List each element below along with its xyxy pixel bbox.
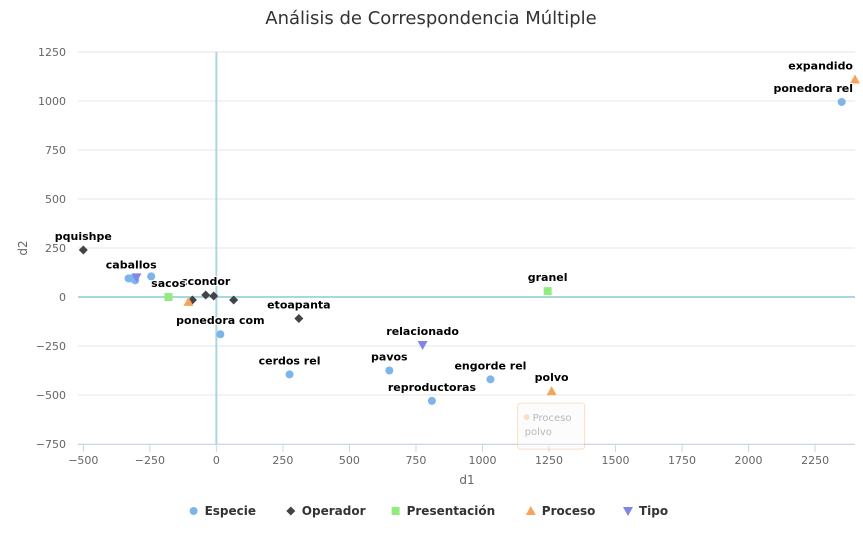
point-especie-reproductoras[interactable] (427, 396, 436, 405)
point-tipo-relacionado[interactable] (417, 341, 428, 351)
x-tick-label: 1250 (535, 454, 563, 467)
x-tick-label: 750 (405, 454, 426, 467)
y-tick-label: 1250 (38, 46, 66, 59)
legend-item-especie[interactable]: Especie (189, 504, 256, 518)
point-label-ccondor: ccondor (181, 275, 231, 288)
tooltip-series-dot (523, 414, 530, 421)
legend-marker-proceso (525, 506, 536, 515)
y-axis-title: d2 (16, 240, 30, 255)
point-proceso-expandido[interactable] (850, 74, 860, 84)
tooltip-series-name: Proceso (533, 413, 572, 424)
y-tick-label: 750 (45, 144, 66, 157)
y-tick-label: 1000 (38, 95, 66, 108)
legend-marker-tipo (623, 507, 633, 516)
x-tick-label: 2000 (735, 454, 763, 467)
point-label-sacos: sacos (151, 277, 186, 290)
point-operador-etoapanta[interactable] (294, 314, 304, 324)
x-axis-title: d1 (459, 473, 474, 487)
point-label-ponedora-rel: ponedora rel (774, 82, 854, 95)
x-tick-label: 2250 (801, 454, 829, 467)
point-especie-4[interactable] (124, 274, 133, 283)
point-especie-ponedora-rel[interactable] (837, 97, 846, 106)
legend-item-proceso[interactable]: Proceso (525, 504, 596, 518)
x-tick-label: 500 (339, 454, 360, 467)
point-label-pavos: pavos (371, 351, 408, 364)
point-especie-cerdos-rel[interactable] (285, 370, 294, 379)
legend-label-especie: Especie (205, 504, 256, 518)
tooltip-point-name: polvo (525, 427, 552, 438)
point-label-relacionado: relacionado (386, 325, 459, 338)
point-label-caballos: caballos (106, 258, 157, 271)
point-especie-pavos[interactable] (385, 366, 394, 375)
point-label-etoapanta: etoapanta (267, 299, 331, 312)
legend-item-operador[interactable]: Operador (286, 504, 366, 518)
point-labels: ponedora rel caballos ponedora com cerdos r… (54, 58, 855, 394)
point-operador-2[interactable] (209, 291, 219, 301)
legend: Especie Operador Presentación Proceso Tipo (189, 504, 668, 518)
point-label-ponedora-com: ponedora com (176, 314, 264, 327)
y-tick-label: 0 (59, 291, 66, 304)
point-proceso-polvo[interactable] (546, 386, 557, 396)
y-tick-label: 500 (45, 193, 66, 206)
x-tick-label: 1500 (602, 454, 630, 467)
y-tick-label: −500 (36, 389, 66, 402)
point-especie-ponedora-com[interactable] (216, 330, 225, 339)
legend-label-tipo: Tipo (639, 504, 668, 518)
x-tick-label: 1000 (468, 454, 496, 467)
x-tick-label: 250 (272, 454, 293, 467)
x-tick-label: 1750 (668, 454, 696, 467)
point-label-cerdos-rel: cerdos rel (259, 354, 321, 367)
point-especie-3[interactable] (147, 272, 156, 281)
point-label-reproductoras: reproductoras (388, 381, 477, 394)
x-tick-label: 0 (213, 454, 220, 467)
legend-marker-presentacion (391, 507, 400, 515)
point-label-polvo: polvo (535, 371, 569, 384)
legend-label-operador: Operador (302, 504, 366, 518)
legend-item-tipo[interactable]: Tipo (623, 504, 668, 518)
chart-title: Análisis de Correspondencia Múltiple (265, 8, 596, 29)
point-label-engorde-rel: engorde rel (454, 359, 526, 372)
legend-label-presentacion: Presentación (407, 504, 496, 518)
point-label-expandido: expandido (788, 59, 853, 72)
plot-points (78, 74, 860, 405)
legend-label-proceso: Proceso (542, 504, 596, 518)
legend-marker-operador (286, 506, 296, 516)
legend-item-presentacion[interactable]: Presentación (391, 504, 496, 518)
point-label-granel: granel (528, 271, 568, 284)
tooltip: Proceso polvo (517, 402, 586, 450)
y-tick-label: −750 (36, 438, 66, 451)
tooltip-box (517, 402, 586, 450)
point-operador-ccondor[interactable] (201, 290, 211, 300)
point-label-pquishpe: pquishpe (55, 230, 112, 243)
point-operador-pquishpe[interactable] (78, 245, 88, 255)
point-presentacion-granel[interactable] (543, 287, 552, 296)
point-presentacion-sacos[interactable] (164, 293, 173, 301)
point-operador-4[interactable] (229, 295, 239, 305)
legend-marker-especie (189, 507, 198, 515)
x-tick-label: −500 (68, 454, 98, 467)
point-proceso-2[interactable] (183, 296, 194, 306)
point-tipo-1[interactable] (131, 273, 142, 283)
x-tick-label: −250 (135, 454, 165, 467)
point-especie-engorde-rel[interactable] (486, 375, 495, 384)
y-tick-label: −250 (36, 340, 66, 353)
y-tick-label: 250 (45, 242, 66, 255)
